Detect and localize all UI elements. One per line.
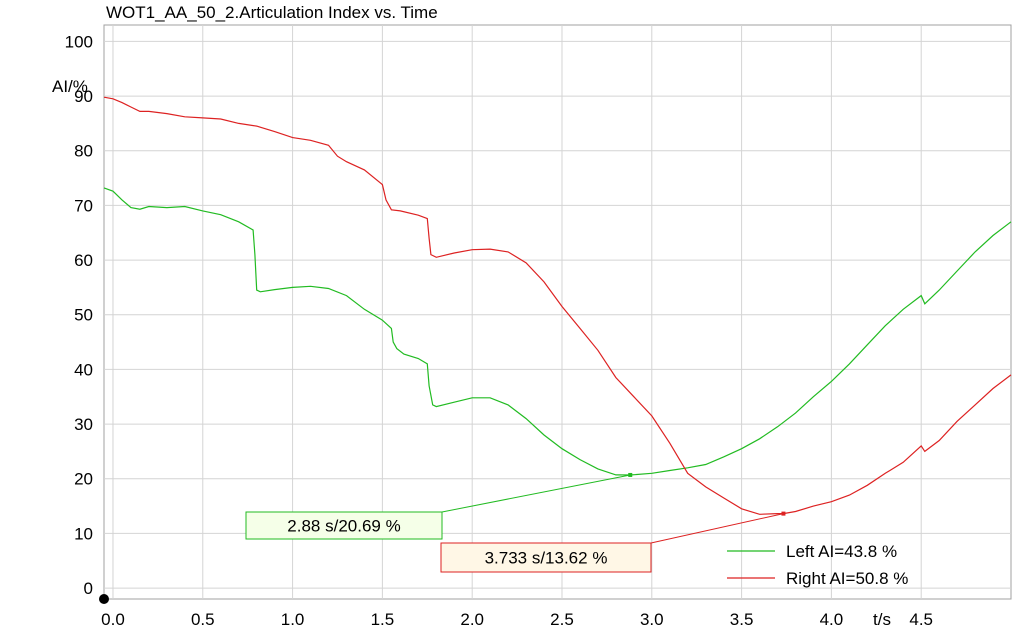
- y-tick-label: 70: [74, 196, 93, 215]
- legend-entry: Right AI=50.8 %: [786, 569, 908, 588]
- x-tick-label: 1.5: [371, 610, 395, 629]
- annotation-leader: [441, 474, 631, 513]
- y-tick-label: 40: [74, 360, 93, 379]
- annotation-label: 2.88 s/20.69 %: [287, 517, 400, 536]
- y-tick-label: 100: [65, 32, 93, 51]
- x-tick-label: 4.5: [909, 610, 933, 629]
- y-axis-label: AI/%: [52, 77, 88, 96]
- x-axis-label: t/s: [873, 610, 891, 629]
- y-tick-label: 80: [74, 142, 93, 161]
- x-tick-label: 0.5: [191, 610, 215, 629]
- grid: [104, 25, 1011, 599]
- x-axis-ticks: 0.0 0.5 1.0 1.5 2.0 2.5 3.0 3.5 4.0 4.5: [101, 610, 933, 629]
- y-tick-label: 30: [74, 415, 93, 434]
- y-tick-label: 20: [74, 470, 93, 489]
- origin-marker: [99, 594, 109, 604]
- series-line-right: [103, 96, 1012, 515]
- annotation-label: 3.733 s/13.62 %: [485, 549, 608, 568]
- y-axis-ticks: 0 10 20 30 40 50 60 70 80 90 100: [65, 32, 93, 598]
- legend: Left AI=43.8 % Right AI=50.8 %: [727, 542, 908, 588]
- x-tick-label: 4.0: [820, 610, 844, 629]
- series-lines: [103, 96, 1012, 515]
- annotation-box[interactable]: [245, 511, 443, 540]
- x-tick-label: 3.5: [730, 610, 754, 629]
- annotation-marker: [628, 472, 633, 477]
- plot-area: [103, 24, 1012, 600]
- annotation-box[interactable]: [440, 542, 652, 573]
- annotations[interactable]: 2.88 s/20.69 % 3.733 s/13.62 %: [245, 472, 786, 573]
- y-tick-label: 60: [74, 251, 93, 270]
- y-tick-label: 0: [84, 579, 93, 598]
- x-tick-label: 1.0: [281, 610, 305, 629]
- annotation-marker: [781, 511, 786, 516]
- x-tick-label: 2.0: [460, 610, 484, 629]
- y-tick-label: 50: [74, 306, 93, 325]
- x-tick-label: 0.0: [101, 610, 125, 629]
- legend-entry: Left AI=43.8 %: [786, 542, 897, 561]
- chart-title: WOT1_AA_50_2.Articulation Index vs. Time: [106, 3, 438, 22]
- y-tick-label: 90: [74, 87, 93, 106]
- x-tick-label: 2.5: [550, 610, 574, 629]
- annotation-leader: [650, 513, 784, 544]
- series-line-left: [103, 187, 1012, 476]
- x-tick-label: 3.0: [640, 610, 664, 629]
- y-tick-label: 10: [74, 524, 93, 543]
